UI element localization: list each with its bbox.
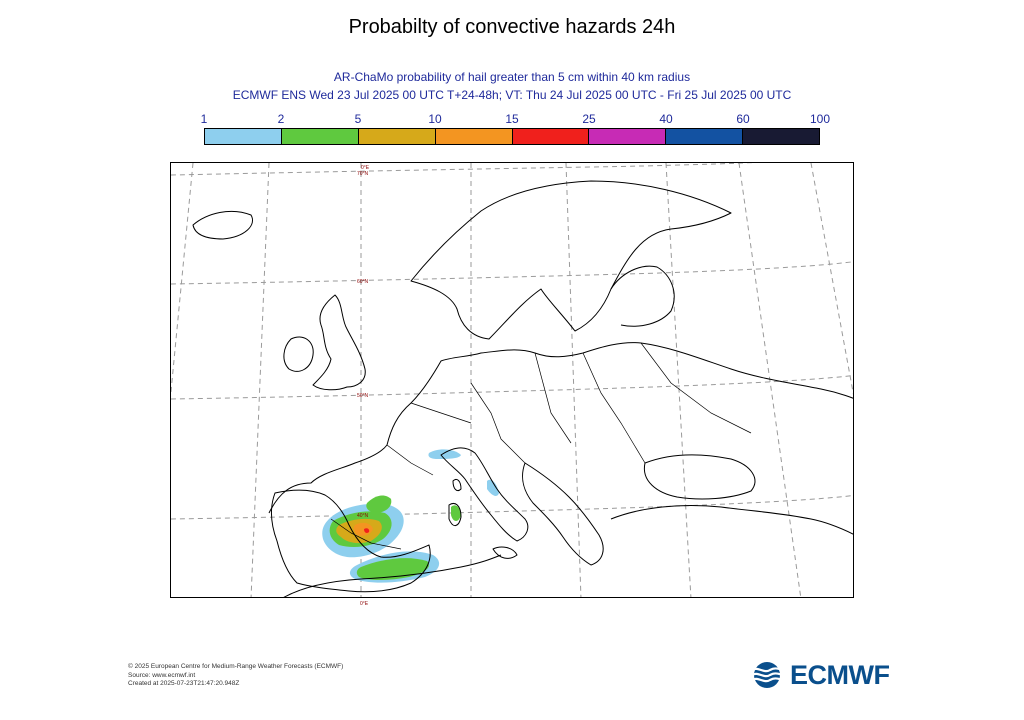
coast-iceland bbox=[192, 210, 253, 240]
lon-label-top: 0°E bbox=[360, 165, 370, 171]
coast-north-africa bbox=[283, 554, 502, 597]
colorbar-label: 15 bbox=[505, 112, 519, 126]
colorbar-labels: 1 2 5 10 15 25 40 60 100 bbox=[0, 112, 1024, 128]
coast-corsica bbox=[452, 478, 462, 492]
meridian bbox=[810, 163, 853, 395]
border-germany bbox=[410, 402, 472, 424]
coast-anatolia bbox=[610, 505, 853, 535]
border-poland bbox=[534, 352, 572, 444]
lat-label-70: 70°N bbox=[357, 171, 369, 177]
parallel-50 bbox=[171, 375, 853, 400]
coast-balkans bbox=[522, 462, 604, 566]
colorbar-label: 10 bbox=[428, 112, 442, 126]
coast-iberia bbox=[270, 489, 431, 593]
colorbar-segment bbox=[589, 129, 667, 144]
colorbar-label: 100 bbox=[809, 112, 831, 126]
meridian bbox=[738, 163, 802, 597]
hazard-area-2 bbox=[366, 495, 392, 513]
graticule bbox=[171, 163, 853, 597]
hazard-area-15 bbox=[364, 528, 370, 533]
meridian bbox=[665, 163, 692, 597]
colorbar-segment bbox=[666, 129, 744, 144]
meridian bbox=[250, 163, 270, 597]
coastlines bbox=[192, 180, 853, 597]
source-line: Source: www.ecmwf.int bbox=[128, 671, 196, 679]
border-france-spain bbox=[386, 444, 434, 476]
parallel-40 bbox=[171, 495, 853, 520]
coast-great-britain bbox=[312, 294, 366, 391]
parallel-60 bbox=[171, 261, 853, 285]
coast-sardinia bbox=[448, 503, 462, 526]
parallel-70 bbox=[171, 163, 755, 176]
chart-subtitle-run: ECMWF ENS Wed 23 Jul 2025 00 UTC T+24-48… bbox=[232, 88, 792, 102]
colorbar-segment bbox=[512, 129, 590, 144]
colorbar-segment bbox=[435, 129, 513, 144]
border-iberia-internal bbox=[330, 518, 402, 550]
hazard-area-2 bbox=[451, 505, 461, 521]
meridian bbox=[171, 163, 194, 397]
copyright-footer: © 2025 European Centre for Medium-Range … bbox=[128, 663, 343, 689]
lat-label-60: 60°N bbox=[357, 279, 369, 285]
colorbar-segment bbox=[281, 129, 359, 144]
lat-label-50: 50°N bbox=[357, 393, 369, 399]
europe-map bbox=[171, 163, 853, 597]
logo-text: ECMWF bbox=[790, 659, 890, 690]
colorbar-segment bbox=[743, 129, 819, 144]
colorbar-segment bbox=[205, 129, 282, 144]
coast-ireland bbox=[283, 336, 314, 372]
hazard-shading bbox=[322, 449, 499, 583]
copyright-line: © 2025 European Centre for Medium-Range … bbox=[128, 663, 344, 670]
hazard-area-1 bbox=[428, 449, 461, 459]
coast-finland bbox=[610, 265, 675, 327]
colorbar bbox=[204, 128, 820, 145]
coast-black-sea bbox=[643, 454, 756, 500]
ecmwf-wave-logo-icon bbox=[751, 662, 784, 688]
colorbar-segment bbox=[358, 129, 436, 144]
meridian bbox=[565, 163, 582, 597]
created-line: Created at 2025-07-23T21:47:20.948Z bbox=[128, 680, 240, 687]
chart-subtitle-product: AR-ChaMo probability of hail greater tha… bbox=[333, 70, 691, 84]
colorbar-label: 25 bbox=[582, 112, 596, 126]
lat-label-40: 40°N bbox=[357, 513, 369, 519]
coast-mainland-north bbox=[268, 342, 853, 514]
coast-scandinavia bbox=[410, 180, 732, 340]
borders bbox=[330, 342, 752, 550]
ecmwf-logo: ECMWF bbox=[748, 659, 890, 690]
colorbar-label: 60 bbox=[736, 112, 750, 126]
border-central-europe bbox=[470, 382, 526, 464]
colorbar-label: 2 bbox=[277, 112, 285, 126]
border-ukraine bbox=[582, 352, 646, 464]
lon-label-bottom: 0°E bbox=[359, 601, 369, 607]
colorbar-label: 1 bbox=[200, 112, 208, 126]
colorbar-label: 5 bbox=[354, 112, 362, 126]
map-panel: 0°E 70°N 60°N 50°N 40°N bbox=[170, 162, 854, 598]
border-russia bbox=[640, 342, 752, 434]
hazard-area-1 bbox=[487, 479, 499, 496]
chart-title: Probabilty of convective hazards 24h bbox=[348, 16, 676, 38]
colorbar-label: 40 bbox=[659, 112, 673, 126]
coast-italy bbox=[440, 447, 529, 542]
